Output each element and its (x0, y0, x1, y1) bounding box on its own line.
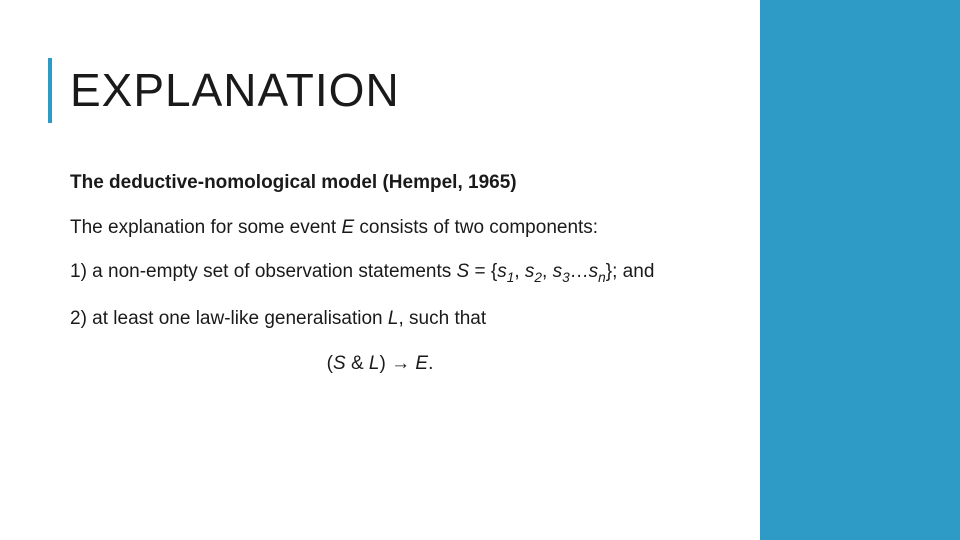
p1-dots: … (570, 261, 589, 282)
slide-title: EXPLANATION (70, 58, 400, 123)
formula: (S & L) → E. (48, 352, 712, 377)
p1-s1: s (497, 261, 507, 282)
p1-sub2: 2 (534, 270, 542, 285)
p1-c1: , (514, 261, 525, 282)
p2-text-a: 2) at least one law-like generalisation (70, 308, 388, 329)
p1-subn: n (598, 270, 606, 285)
f-S: S (333, 353, 346, 374)
intro-line: The explanation for some event E consist… (48, 216, 712, 241)
title-accent-rule (48, 58, 52, 123)
point-1: 1) a non-empty set of observation statem… (48, 260, 712, 287)
p1-sn: s (589, 261, 599, 282)
p1-s3: s (553, 261, 563, 282)
f-L: L (369, 353, 380, 374)
slide: EXPLANATION The deductive-nomological mo… (0, 0, 960, 540)
subtitle: The deductive-nomological model (Hempel,… (48, 171, 712, 196)
title-block: EXPLANATION (48, 58, 712, 123)
p1-close: }; and (606, 261, 655, 282)
accent-sidebar (760, 0, 960, 540)
intro-E: E (341, 217, 354, 238)
f-close: ) → (379, 353, 415, 374)
p1-c2: , (542, 261, 553, 282)
p1-s2: s (525, 261, 535, 282)
p1-sub3: 3 (562, 270, 570, 285)
f-E: E (415, 353, 428, 374)
f-dot: . (428, 353, 433, 374)
p1-eq: = { (469, 261, 497, 282)
f-amp: & (346, 353, 369, 374)
p2-text-b: , such that (398, 308, 486, 329)
p1-S: S (457, 261, 470, 282)
intro-text-a: The explanation for some event (70, 217, 341, 238)
content-area: EXPLANATION The deductive-nomological mo… (0, 0, 760, 540)
intro-text-b: consists of two components: (354, 217, 598, 238)
p1-text-a: 1) a non-empty set of observation statem… (70, 261, 457, 282)
point-2: 2) at least one law-like generalisation … (48, 307, 712, 332)
p2-L: L (388, 308, 399, 329)
